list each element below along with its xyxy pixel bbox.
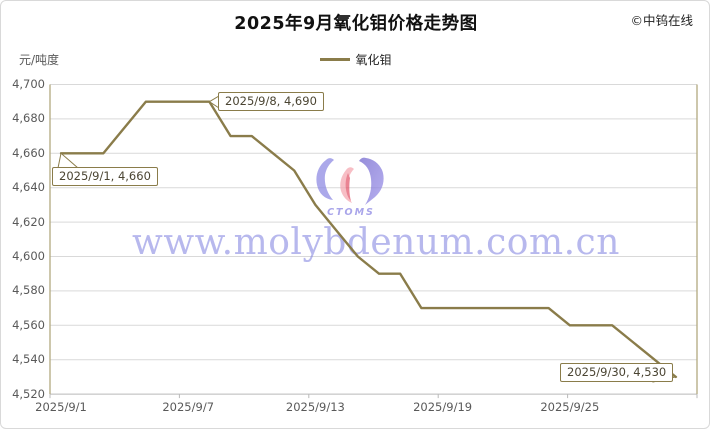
annotation-peak-point: 2025/9/8, 4,690 <box>218 92 324 111</box>
annotation-text: 2025/9/1, 4,660 <box>59 169 151 183</box>
y-tick-label: 4,700 <box>12 77 45 91</box>
y-tick-label: 4,640 <box>12 180 45 195</box>
annotation-text: 2025/9/30, 4,530 <box>567 365 667 379</box>
chart-title: 2025年9月氧化钼价格走势图 <box>234 14 478 34</box>
logo-left-swoosh <box>316 158 334 200</box>
logo-text: CTOMS <box>327 207 375 218</box>
logo-right-swoosh <box>359 157 384 205</box>
y-tick-label: 4,660 <box>12 145 45 160</box>
legend-label: 氧化钼 <box>355 52 392 67</box>
annotation-text: 2025/9/8, 4,690 <box>225 94 317 108</box>
x-tick-label: 2025/9/13 <box>285 400 345 414</box>
y-tick-label: 4,680 <box>12 111 45 126</box>
y-tick-label: 4,580 <box>12 283 45 298</box>
y-tick-label: 4,560 <box>12 317 45 332</box>
y-axis-unit-label: 元/吨度 <box>19 53 60 67</box>
ctoms-logo: CTOMS <box>314 156 388 220</box>
y-tick-label: 4,600 <box>12 249 45 263</box>
x-tick-label: 2025/9/19 <box>413 400 473 414</box>
x-tick-label: 2025/9/7 <box>162 400 215 414</box>
copyright-label: ©中钨在线 <box>630 13 693 28</box>
legend: 氧化钼 <box>1 52 709 67</box>
y-tick-label: 4,520 <box>12 386 45 401</box>
annotation-pointer <box>57 152 80 169</box>
watermark-url: www.molybdenum.com.cn <box>132 222 620 263</box>
annotation-last-point: 2025/9/30, 4,530 <box>560 363 674 382</box>
x-tick-label: 2025/9/25 <box>540 400 600 414</box>
y-tick-label: 4,620 <box>12 214 45 229</box>
annotation-first-point: 2025/9/1, 4,660 <box>52 167 158 186</box>
y-tick-label: 4,540 <box>12 352 45 367</box>
x-tick-label: 2025/9/1 <box>35 400 87 414</box>
legend-line-swatch <box>320 57 351 61</box>
